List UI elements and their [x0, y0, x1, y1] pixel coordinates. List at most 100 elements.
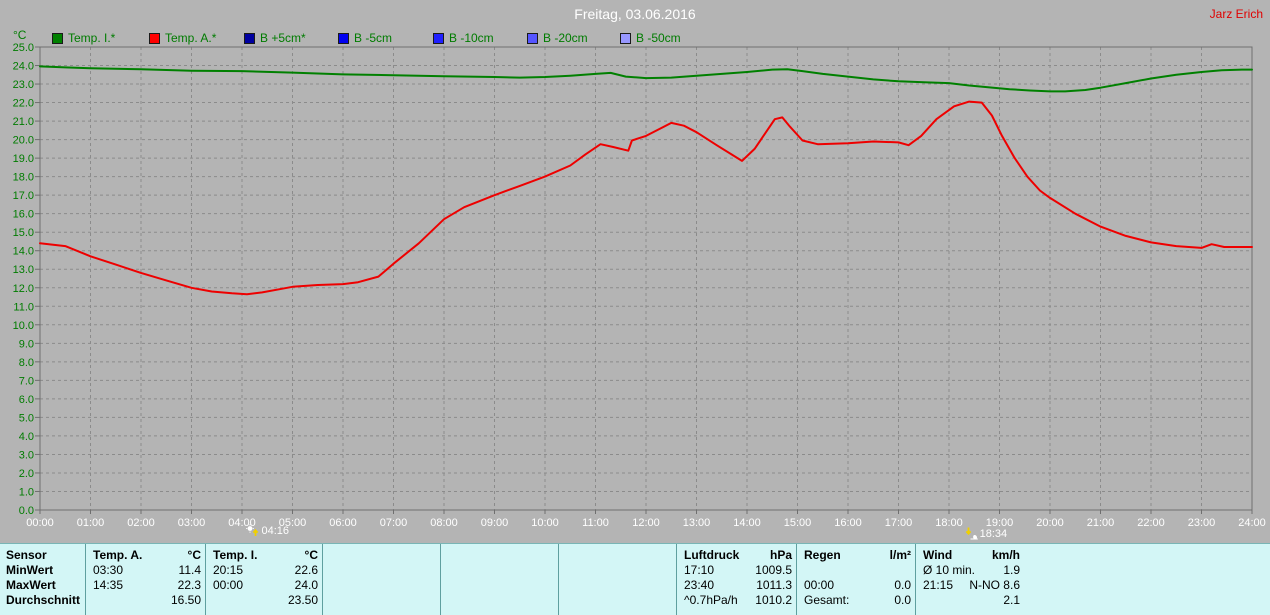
footer-header-row: Sensor [6, 548, 85, 563]
y-tick-label: 9.0 [19, 338, 34, 350]
footer-cell: 20:15 [213, 563, 244, 577]
x-tick-label: 23:00 [1188, 517, 1216, 529]
y-tick-label: 15.0 [13, 227, 34, 239]
x-tick-label: 04:00 [228, 517, 256, 529]
footer-value-row: 16.50 [93, 593, 201, 608]
footer-cell: Durchschnitt [6, 593, 81, 607]
footer-col-regen: Regen l/m² 00:00 0.0 Gesamt: 0.0 [796, 544, 915, 615]
x-tick-label: 20:00 [1036, 517, 1064, 529]
sunrise-icon [246, 524, 259, 536]
footer-header-row: Temp. A. °C [93, 548, 201, 563]
legend-swatch-icon [527, 32, 538, 44]
footer-value-row: 23.50 [213, 593, 318, 608]
y-tick-label: 1.0 [19, 486, 34, 498]
y-tick-label: 11.0 [13, 301, 34, 313]
footer-cell: °C [187, 548, 201, 562]
footer-cell: Luftdruck [684, 548, 740, 562]
y-tick-label: 2.0 [19, 468, 34, 480]
footer-col-wind: Wind km/h Ø 10 min. 1.9 21:15 N-NO 8.6 2.1 [915, 544, 1024, 615]
x-tick-label: 05:00 [279, 517, 307, 529]
legend-item: B +5cm* [244, 31, 306, 45]
x-tick-label: 07:00 [380, 517, 408, 529]
footer-cell: 1010.2 [755, 593, 792, 607]
footer-col-luftdruck: Luftdruck hPa 17:10 1009.5 23:40 1011.3 ^0.7hP… [676, 544, 796, 615]
footer-cell: 23:40 [684, 578, 715, 592]
footer-cell: 1.9 [1003, 563, 1020, 577]
x-tick-label: 18:00 [935, 517, 963, 529]
footer-value-row: 14:35 22.3 [93, 578, 201, 593]
legend-label: B -10cm [449, 31, 494, 45]
footer-cell: MaxWert [6, 578, 56, 592]
x-tick-label: 12:00 [632, 517, 660, 529]
page-title: Freitag, 03.06.2016 [574, 6, 696, 22]
footer-cell: 24.0 [294, 578, 318, 592]
y-tick-label: 18.0 [13, 172, 34, 184]
legend-label: B -50cm [636, 31, 681, 45]
legend-item: B -20cm [527, 31, 588, 45]
footer-row-labels: Sensor MinWert MaxWert Durchschnitt [0, 544, 85, 615]
sunset-time: 18:34 [979, 527, 1008, 540]
footer-cell: 00:00 [804, 578, 835, 592]
legend-swatch-icon [149, 32, 160, 44]
footer-cell: 1011.3 [756, 578, 792, 592]
x-tick-label: 17:00 [885, 517, 913, 529]
footer-cell: Temp. A. [93, 548, 143, 562]
temperature-chart: 0.0 1.0 2.0 3.0 4.0 5.0 6.0 7.0 8.0 9.0 10.0 11.0 12… [13, 42, 1266, 529]
y-tick-label: 22.0 [13, 98, 34, 110]
stats-footer: Sensor MinWert MaxWert Durchschnitt Temp. A.… [0, 543, 1270, 615]
footer-cell: Wind [923, 548, 953, 562]
footer-col-empty-1 [322, 544, 440, 615]
footer-cell: 00:00 [213, 578, 244, 592]
y-tick-label: 16.0 [13, 209, 34, 221]
y-tick-label: 24.0 [13, 61, 34, 73]
legend-label: B -20cm [543, 31, 588, 45]
y-tick-label: 17.0 [13, 190, 34, 202]
legend-label: Temp. A.* [165, 31, 217, 45]
footer-cell: 22.3 [177, 578, 201, 592]
footer-header-row: Temp. I. °C [213, 548, 318, 563]
footer-header-row: MinWert [6, 563, 85, 578]
footer-value-row: Ø 10 min. 1.9 [923, 563, 1020, 578]
footer-cell: 14:35 [93, 578, 124, 592]
y-tick-label: 14.0 [13, 246, 34, 258]
legend-item: Temp. I.* [52, 31, 115, 45]
plot-frame [39, 46, 1253, 511]
sunset-marker: 18:34 [965, 527, 1008, 540]
footer-header-row: Luftdruck hPa [684, 548, 792, 563]
x-tick-label: 15:00 [784, 517, 812, 529]
legend-label: B -5cm [354, 31, 393, 45]
footer-cell: N-NO 8.6 [969, 578, 1020, 592]
x-tick-label: 10:00 [531, 517, 559, 529]
y-tick-label: 10.0 [13, 320, 34, 332]
legend-swatch-icon [620, 32, 631, 44]
footer-header-row: MaxWert [6, 578, 85, 593]
legend-label: B +5cm* [260, 31, 306, 45]
x-tick-label: 21:00 [1087, 517, 1115, 529]
y-tick-label: 3.0 [19, 449, 34, 461]
x-tick-label: 00:00 [26, 517, 54, 529]
footer-cell: 0.0 [894, 578, 911, 592]
footer-cell: Temp. I. [213, 548, 258, 562]
legend-label: Temp. I.* [68, 31, 116, 45]
y-tick-label: 21.0 [13, 116, 34, 128]
x-tick-label: 02:00 [127, 517, 155, 529]
footer-cell: hPa [769, 548, 792, 562]
y-tick-label: 12.0 [13, 283, 34, 295]
x-tick-label: 09:00 [481, 517, 509, 529]
series-temp-i- [39, 65, 1253, 93]
footer-cell: MinWert [6, 563, 54, 577]
footer-cell: 22.6 [294, 563, 318, 577]
x-tick-label: 08:00 [430, 517, 458, 529]
footer-value-row: 2.1 [923, 593, 1020, 608]
sunrise-marker: 04:16 [246, 524, 289, 537]
y-tick-label: 5.0 [19, 412, 34, 424]
footer-value-row [804, 563, 911, 578]
legend-item: B -50cm [620, 31, 681, 45]
footer-cell: 03:30 [93, 563, 124, 577]
legend-swatch-icon [52, 32, 63, 44]
y-axis-unit-label: °C [13, 28, 27, 42]
footer-col-empty-3 [558, 544, 676, 615]
y-tick-label: 6.0 [19, 394, 34, 406]
legend-swatch-icon [433, 32, 444, 44]
